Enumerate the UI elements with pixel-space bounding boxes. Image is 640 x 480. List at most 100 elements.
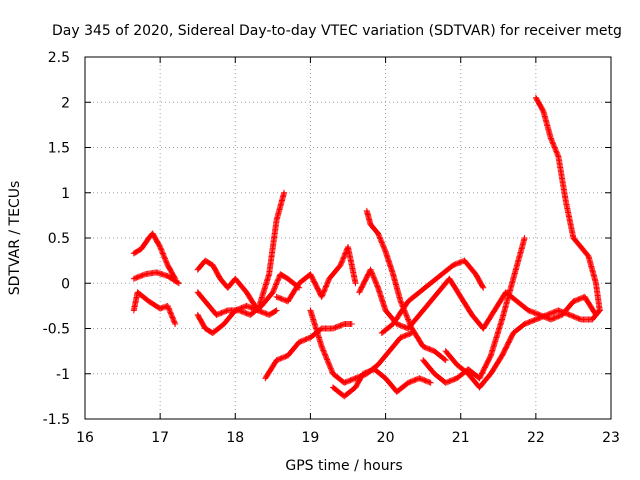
data-point — [237, 305, 244, 312]
data-point — [348, 376, 355, 383]
data-point — [272, 284, 279, 291]
data-point — [332, 324, 339, 331]
data-point — [452, 261, 459, 268]
data-point — [450, 262, 457, 269]
data-point — [553, 149, 560, 156]
data-point — [319, 344, 326, 351]
data-point — [421, 344, 428, 351]
data-point — [544, 314, 551, 321]
data-point — [407, 322, 414, 329]
data-point — [243, 310, 250, 317]
data-point — [339, 258, 346, 265]
data-point — [276, 294, 283, 301]
data-point — [373, 280, 380, 287]
data-point — [371, 275, 378, 282]
data-point — [158, 247, 165, 254]
data-point — [171, 319, 178, 326]
data-point — [233, 306, 240, 313]
data-point — [341, 379, 348, 386]
data-point — [531, 316, 538, 323]
data-point — [554, 152, 561, 159]
data-point — [158, 246, 165, 253]
data-point — [565, 311, 572, 318]
data-point — [157, 244, 164, 251]
data-point — [222, 308, 229, 315]
data-point — [531, 309, 538, 316]
data-point — [536, 311, 543, 318]
data-point — [423, 378, 430, 385]
data-point — [338, 259, 345, 266]
data-point — [479, 283, 486, 290]
data-point — [251, 305, 258, 312]
data-point — [378, 238, 385, 245]
data-point — [369, 270, 376, 277]
data-point — [570, 313, 577, 320]
data-point — [456, 259, 463, 266]
data-point — [404, 313, 411, 320]
data-point — [318, 343, 325, 350]
data-point — [338, 321, 345, 328]
data-point — [167, 309, 174, 316]
data-point — [375, 231, 382, 238]
data-point — [322, 352, 329, 359]
data-point — [257, 308, 264, 315]
data-point — [521, 320, 528, 327]
data-point — [554, 313, 561, 320]
y-tick-label: -1 — [56, 367, 70, 383]
data-point — [239, 304, 246, 311]
data-point — [416, 375, 423, 382]
y-tick-label: 2.5 — [48, 50, 70, 66]
data-point — [427, 346, 434, 353]
data-point — [427, 379, 434, 386]
data-point — [550, 309, 557, 316]
data-point — [244, 303, 251, 310]
data-point — [242, 309, 249, 316]
data-point — [140, 271, 147, 278]
data-point — [322, 353, 329, 360]
data-point — [303, 336, 310, 343]
data-point — [398, 334, 405, 341]
data-point — [401, 333, 408, 340]
data-point — [406, 319, 413, 326]
data-point — [324, 357, 331, 364]
data-point — [526, 318, 533, 325]
data-point — [567, 312, 574, 319]
y-tick-label: 1.5 — [48, 141, 70, 157]
data-point — [273, 280, 280, 287]
data-point — [343, 378, 350, 385]
data-point — [328, 366, 335, 373]
data-point — [418, 376, 425, 383]
data-point — [157, 245, 164, 252]
data-point — [320, 289, 327, 296]
data-point — [402, 311, 409, 318]
data-point — [325, 359, 332, 366]
data-point — [352, 375, 359, 382]
data-point — [256, 307, 263, 314]
y-tick-label: -0.5 — [43, 322, 70, 338]
data-point — [592, 311, 599, 318]
data-point — [135, 273, 142, 280]
x-tick-label: 19 — [302, 430, 320, 446]
data-point — [362, 369, 369, 376]
data-point — [480, 284, 487, 291]
x-tick-label: 22 — [527, 430, 545, 446]
data-point — [422, 344, 429, 351]
x-tick-label: 18 — [226, 430, 244, 446]
data-point — [169, 314, 176, 321]
data-point — [373, 282, 380, 289]
data-point — [530, 309, 537, 316]
data-point — [175, 280, 182, 287]
data-point — [270, 286, 277, 293]
data-point — [552, 308, 559, 315]
data-point — [410, 377, 417, 384]
data-point — [234, 306, 241, 313]
data-point — [406, 379, 413, 386]
series-track-17 — [532, 94, 603, 314]
data-point — [546, 310, 553, 317]
x-axis-label: GPS time / hours — [285, 458, 402, 474]
data-point — [448, 377, 455, 384]
data-point — [331, 324, 338, 331]
data-point — [214, 311, 221, 318]
series-track-12 — [363, 207, 449, 364]
data-point — [273, 281, 280, 288]
